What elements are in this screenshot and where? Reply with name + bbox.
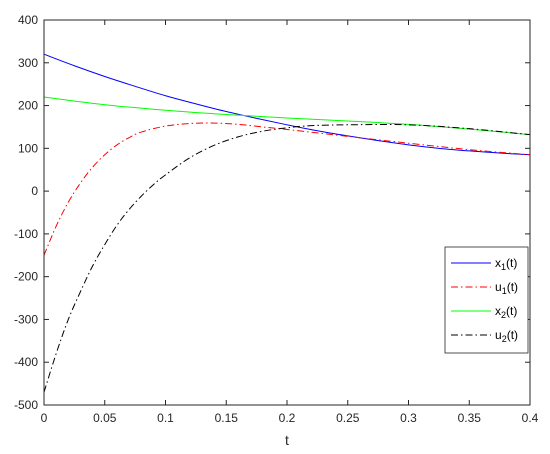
y-tick-label: -300 [14, 312, 38, 326]
series-layer [43, 53, 531, 393]
plot-frame [43, 19, 531, 406]
legend-label-u1: u1(t) [495, 280, 518, 296]
legend-label-u2: u2(t) [495, 328, 518, 344]
y-tick-label: 400 [18, 13, 38, 27]
x-tick-label: 0.4 [522, 411, 539, 425]
y-tick-label: 200 [18, 99, 38, 113]
y-tick-label: -200 [14, 270, 38, 284]
y-tick-label: -500 [14, 398, 38, 412]
legend-label-x1: x1(t) [495, 256, 517, 272]
series-line-u2 [43, 123, 531, 393]
x-tick-label: 0.25 [336, 411, 360, 425]
y-tick-label: 300 [18, 56, 38, 70]
y-tick-label: -100 [14, 227, 38, 241]
y-tick-label: -400 [14, 355, 38, 369]
legend-label-x2: x2(t) [495, 304, 517, 320]
x-tick-label: 0.05 [93, 411, 117, 425]
y-tick-label: 0 [31, 184, 38, 198]
series-line-x1 [43, 53, 531, 156]
x-tick-label: 0.1 [157, 411, 174, 425]
x-tick-label: 0.15 [215, 411, 239, 425]
y-tick-labels: -500 -400 -300 -200 -100 0 100 200 300 400 [14, 13, 38, 412]
x-tick-label: 0 [41, 411, 48, 425]
x-tick-label: 0.3 [400, 411, 417, 425]
x-axis-label: t [285, 432, 289, 448]
y-tick-label: 100 [18, 141, 38, 155]
x-tick-labels: 0 0.05 0.1 0.15 0.2 0.25 0.3 0.35 0.4 [41, 411, 539, 425]
x-tick-label: 0.35 [458, 411, 482, 425]
legend: x1(t) u1(t) x2(t) u2(t) [444, 246, 529, 354]
series-line-x2 [43, 96, 531, 136]
x-tick-label: 0.2 [279, 411, 296, 425]
series-line-u1 [43, 122, 531, 256]
